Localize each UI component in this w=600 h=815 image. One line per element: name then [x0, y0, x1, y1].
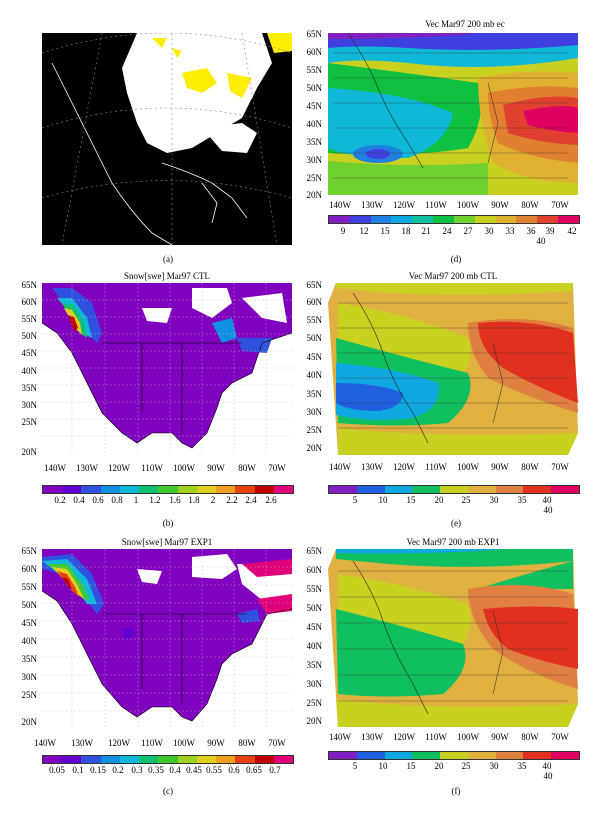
panel-a	[42, 33, 292, 245]
panel-f	[328, 549, 578, 727]
snow-cover-map	[42, 33, 292, 245]
caption-f: (f)	[451, 786, 461, 796]
title-b: Snow[swe] Mar97 CTL	[124, 271, 210, 281]
panel-c	[42, 549, 292, 727]
colorbar-e	[328, 485, 580, 494]
ref-vector-e: 40	[543, 505, 553, 515]
wind-map-e	[328, 283, 578, 455]
caption-e: (e)	[451, 518, 461, 528]
title-c: Snow[swe] Mar97 EXP1	[121, 537, 213, 547]
swe-map-b	[42, 283, 292, 455]
colorbar-c	[42, 755, 294, 764]
wind-map-f	[328, 549, 578, 727]
caption-a: (a)	[163, 254, 173, 264]
panel-d	[328, 33, 578, 195]
swe-map-c	[42, 549, 292, 727]
ref-vector-d: 40	[536, 236, 546, 246]
colorbar-d	[328, 215, 580, 224]
colorbar-f	[328, 751, 580, 760]
caption-c: (c)	[163, 786, 173, 796]
wind-map-d	[328, 33, 578, 195]
caption-b: (b)	[162, 518, 174, 528]
title-e: Vec Mar97 200 mb CTL	[408, 271, 498, 281]
panel-e	[328, 283, 578, 455]
ref-vector-f: 40	[543, 771, 553, 781]
colorbar-b	[42, 485, 294, 494]
title-f: Vec Mar97 200 mb EXP1	[406, 537, 500, 547]
title-d: Vec Mar97 200 mb ec	[425, 19, 505, 29]
caption-d: (d)	[450, 254, 462, 264]
panel-b	[42, 283, 292, 455]
